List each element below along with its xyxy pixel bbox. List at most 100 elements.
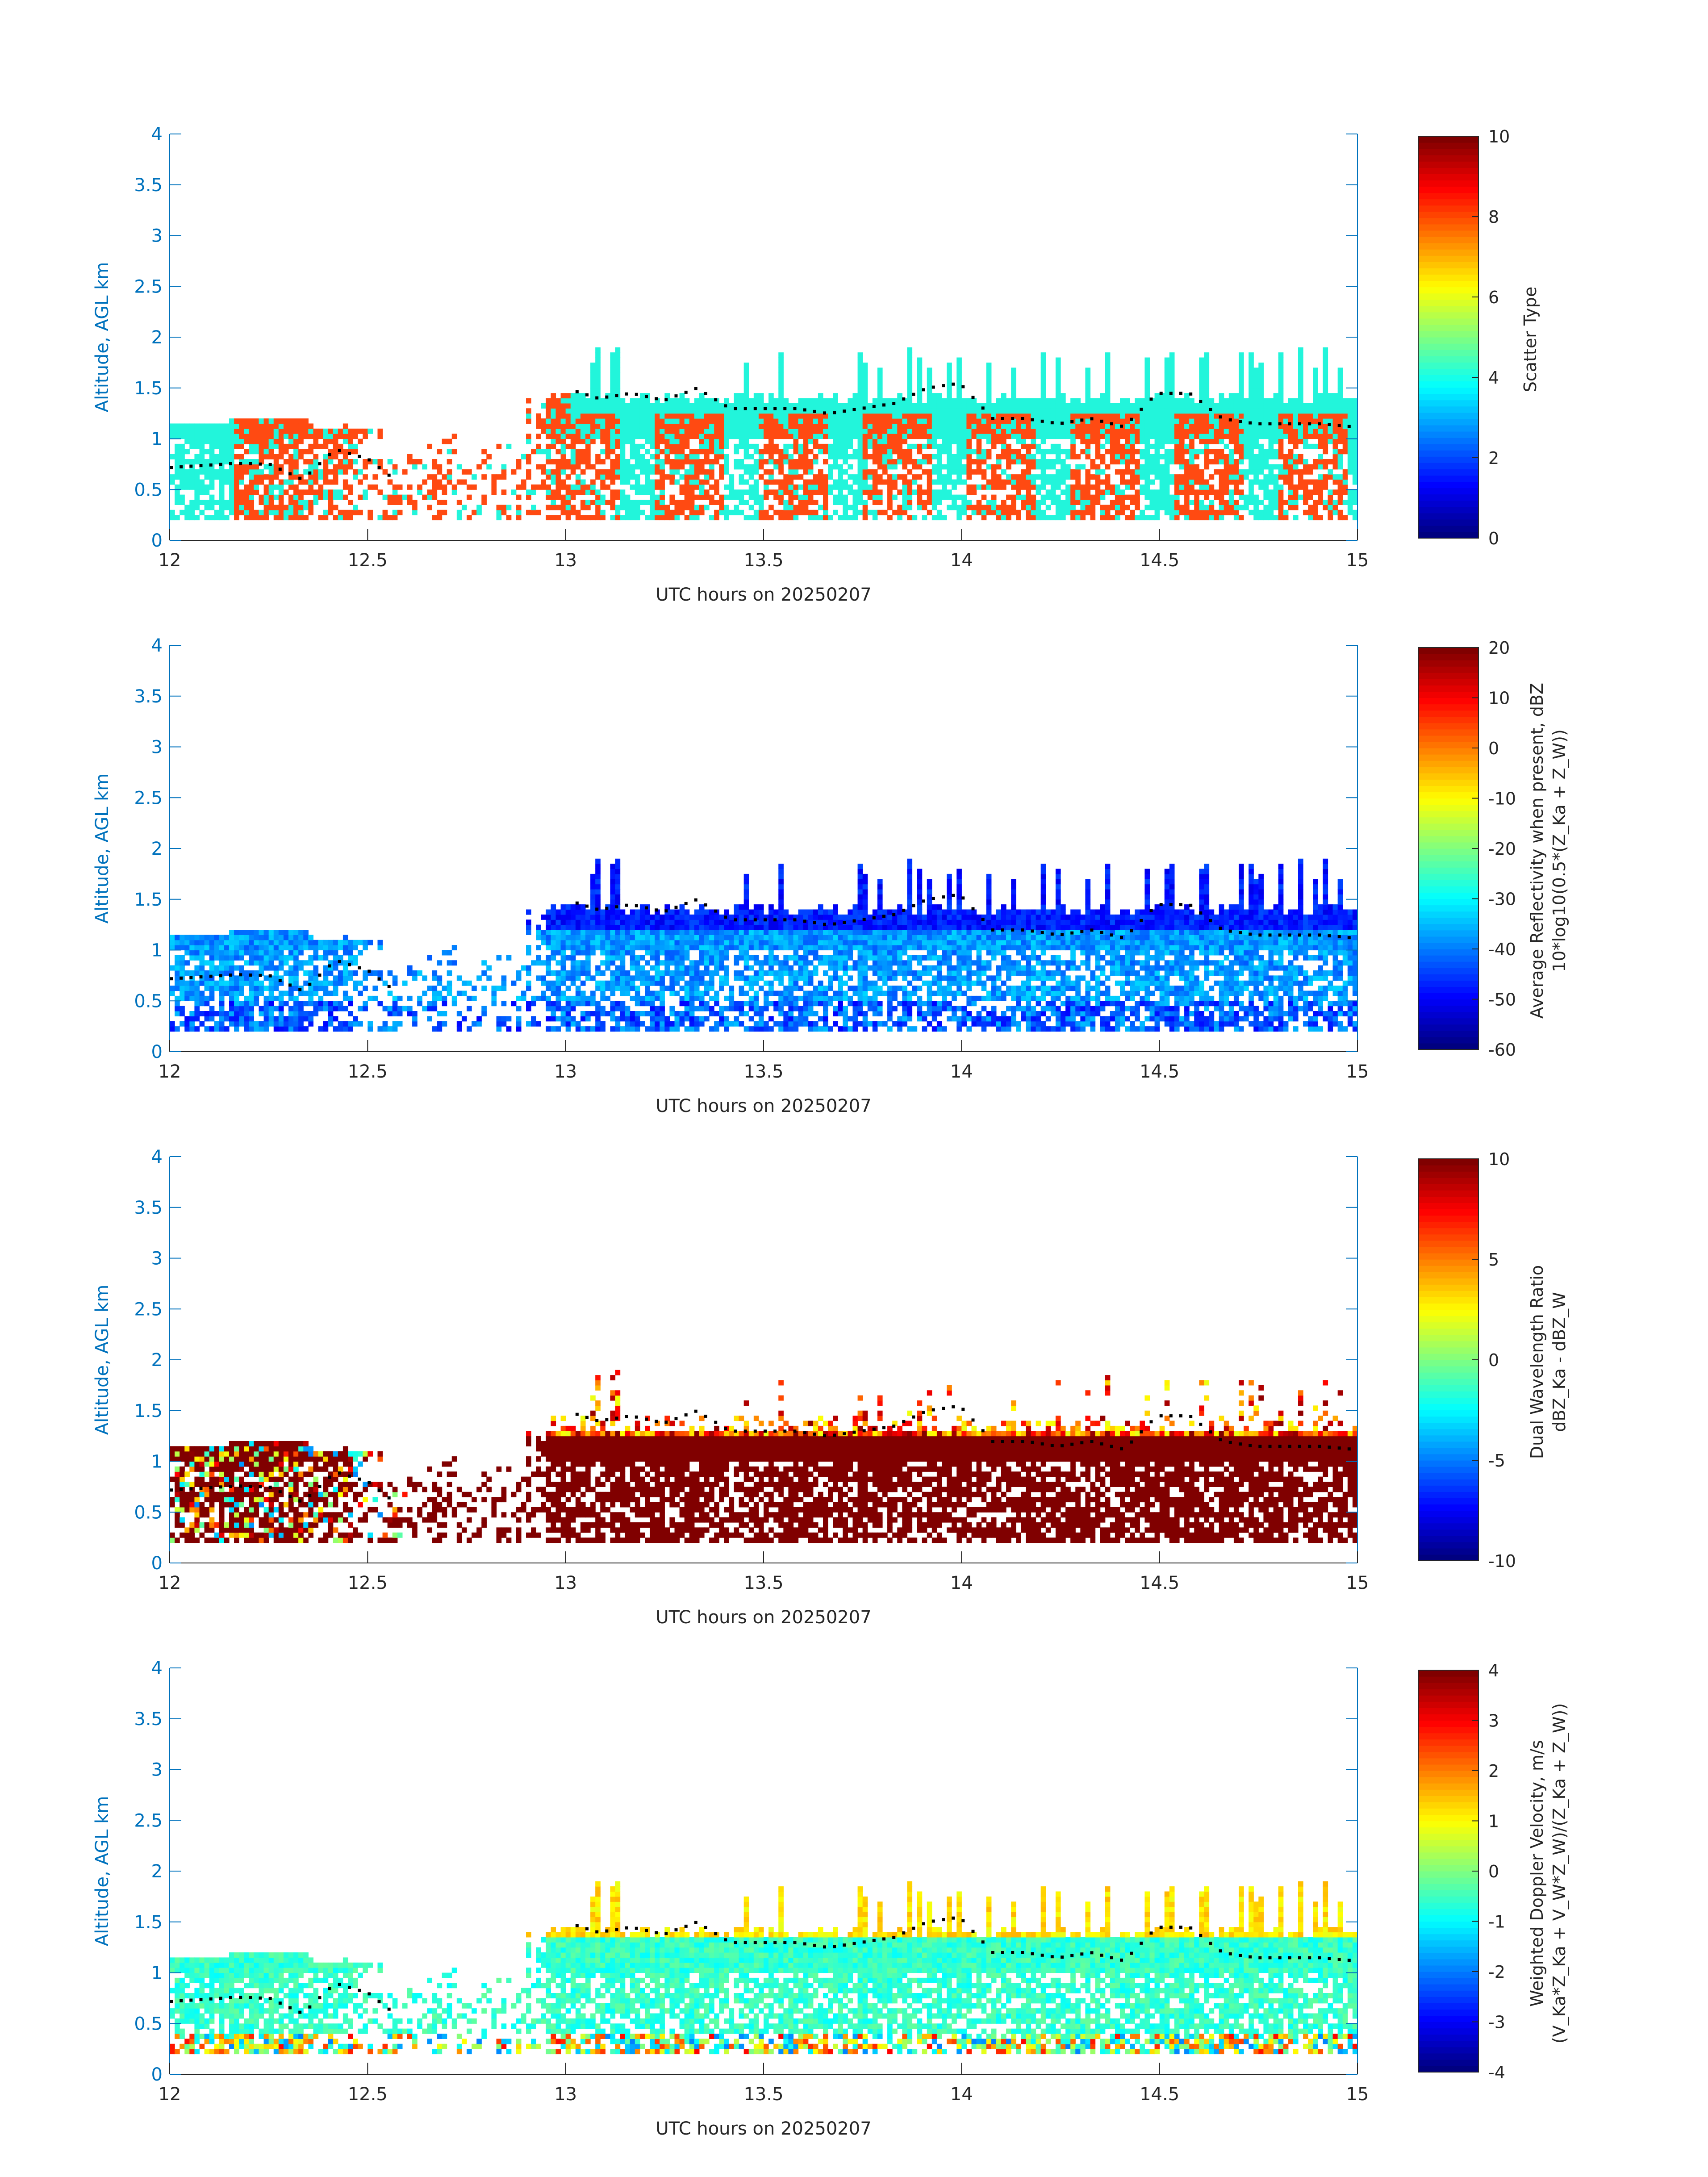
heatmap-cell xyxy=(902,403,908,409)
heatmap-cell xyxy=(1293,505,1299,510)
heatmap-cell xyxy=(575,408,581,414)
heatmap-cell xyxy=(412,510,418,515)
heatmap-cell xyxy=(575,439,581,444)
heatmap-cell xyxy=(862,454,868,460)
heatmap-cell xyxy=(1140,484,1145,490)
heatmap-cell xyxy=(625,474,631,480)
heatmap-cell xyxy=(1228,479,1234,485)
heatmap-cell xyxy=(333,494,338,500)
heatmap-cell xyxy=(1318,474,1324,480)
heatmap-cell xyxy=(729,479,735,485)
heatmap-cell xyxy=(1125,484,1130,490)
colorbar-tick-label: 4 xyxy=(1488,368,1499,388)
heatmap-cell xyxy=(976,423,982,429)
heatmap-cell xyxy=(595,352,601,358)
heatmap-cell xyxy=(318,1006,324,1011)
heatmap-cell xyxy=(961,413,967,419)
heatmap-cell xyxy=(244,484,249,490)
heatmap-cell xyxy=(1085,413,1091,419)
heatmap-cell xyxy=(650,403,655,409)
heatmap-cell xyxy=(585,413,591,419)
heatmap-cell xyxy=(234,935,239,940)
cloud-top-dot xyxy=(387,473,391,477)
heatmap-cell xyxy=(1179,464,1185,470)
heatmap-cell xyxy=(348,428,353,434)
heatmap-cell xyxy=(798,505,804,510)
heatmap-cell xyxy=(1244,428,1249,434)
heatmap-cell xyxy=(1144,464,1150,470)
heatmap-cell xyxy=(263,930,269,935)
heatmap-cell xyxy=(1273,408,1279,414)
heatmap-cell xyxy=(565,510,571,515)
heatmap-cell xyxy=(268,434,274,439)
heatmap-cell xyxy=(1085,393,1091,399)
heatmap-cell xyxy=(768,443,774,449)
heatmap-cell xyxy=(565,393,571,399)
heatmap-cell xyxy=(743,479,749,485)
heatmap-cell xyxy=(917,494,923,500)
heatmap-cell xyxy=(635,418,640,424)
heatmap-cell xyxy=(239,454,244,460)
heatmap-cell xyxy=(862,505,868,510)
heatmap-cell xyxy=(229,1006,234,1011)
heatmap-cell xyxy=(1164,489,1170,495)
heatmap-cell xyxy=(1204,362,1210,368)
heatmap-cell xyxy=(1189,413,1194,419)
heatmap-cell xyxy=(249,975,255,981)
heatmap-cell xyxy=(1159,484,1165,490)
heatmap-cell xyxy=(1194,515,1199,521)
heatmap-cell xyxy=(748,428,754,434)
heatmap-cell xyxy=(808,500,814,505)
heatmap-cell xyxy=(575,413,581,419)
heatmap-cell xyxy=(981,449,987,455)
heatmap-cell xyxy=(1065,423,1071,429)
heatmap-cell xyxy=(942,418,947,424)
heatmap-cell xyxy=(808,449,814,455)
heatmap-cell xyxy=(1125,434,1130,439)
heatmap-cell xyxy=(580,505,586,510)
heatmap-cell xyxy=(531,449,536,455)
heatmap-cell xyxy=(936,398,942,404)
heatmap-cell xyxy=(1278,352,1284,358)
heatmap-cell xyxy=(1065,403,1071,409)
heatmap-cell xyxy=(897,505,902,510)
heatmap-cell xyxy=(180,940,185,945)
heatmap-cell xyxy=(1313,443,1318,449)
heatmap-cell xyxy=(1159,428,1165,434)
heatmap-cell xyxy=(664,474,670,480)
heatmap-cell xyxy=(595,393,601,399)
heatmap-cell xyxy=(1258,362,1264,368)
heatmap-cell xyxy=(546,428,551,434)
heatmap-cell xyxy=(1080,510,1086,515)
heatmap-cell xyxy=(254,935,259,940)
heatmap-cell xyxy=(1337,515,1343,521)
heatmap-cell xyxy=(308,423,314,429)
heatmap-cell xyxy=(298,960,304,966)
heatmap-cell xyxy=(298,1026,304,1032)
heatmap-cell xyxy=(704,423,710,429)
heatmap-cell xyxy=(843,413,848,419)
heatmap-cell xyxy=(229,469,234,475)
heatmap-cell xyxy=(645,423,650,429)
heatmap-cell xyxy=(180,965,185,971)
heatmap-cell xyxy=(1135,515,1140,521)
heatmap-cell xyxy=(259,443,264,449)
heatmap-cell xyxy=(1090,474,1096,480)
heatmap-cell xyxy=(1174,489,1180,495)
heatmap-cell xyxy=(1239,428,1244,434)
heatmap-cell xyxy=(387,494,393,500)
heatmap-cell xyxy=(892,418,898,424)
heatmap-cell xyxy=(323,459,329,464)
heatmap-cell xyxy=(570,413,576,419)
heatmap-cell xyxy=(655,418,660,424)
heatmap-cell xyxy=(1050,443,1056,449)
heatmap-cell xyxy=(273,454,279,460)
heatmap-cell xyxy=(1273,479,1279,485)
heatmap-cell xyxy=(1085,383,1091,389)
heatmap-cell xyxy=(625,423,631,429)
heatmap-cell xyxy=(996,510,1002,515)
heatmap-cell xyxy=(1021,443,1027,449)
heatmap-cell xyxy=(768,439,774,444)
heatmap-cell xyxy=(639,459,645,464)
heatmap-cell xyxy=(1065,449,1071,455)
